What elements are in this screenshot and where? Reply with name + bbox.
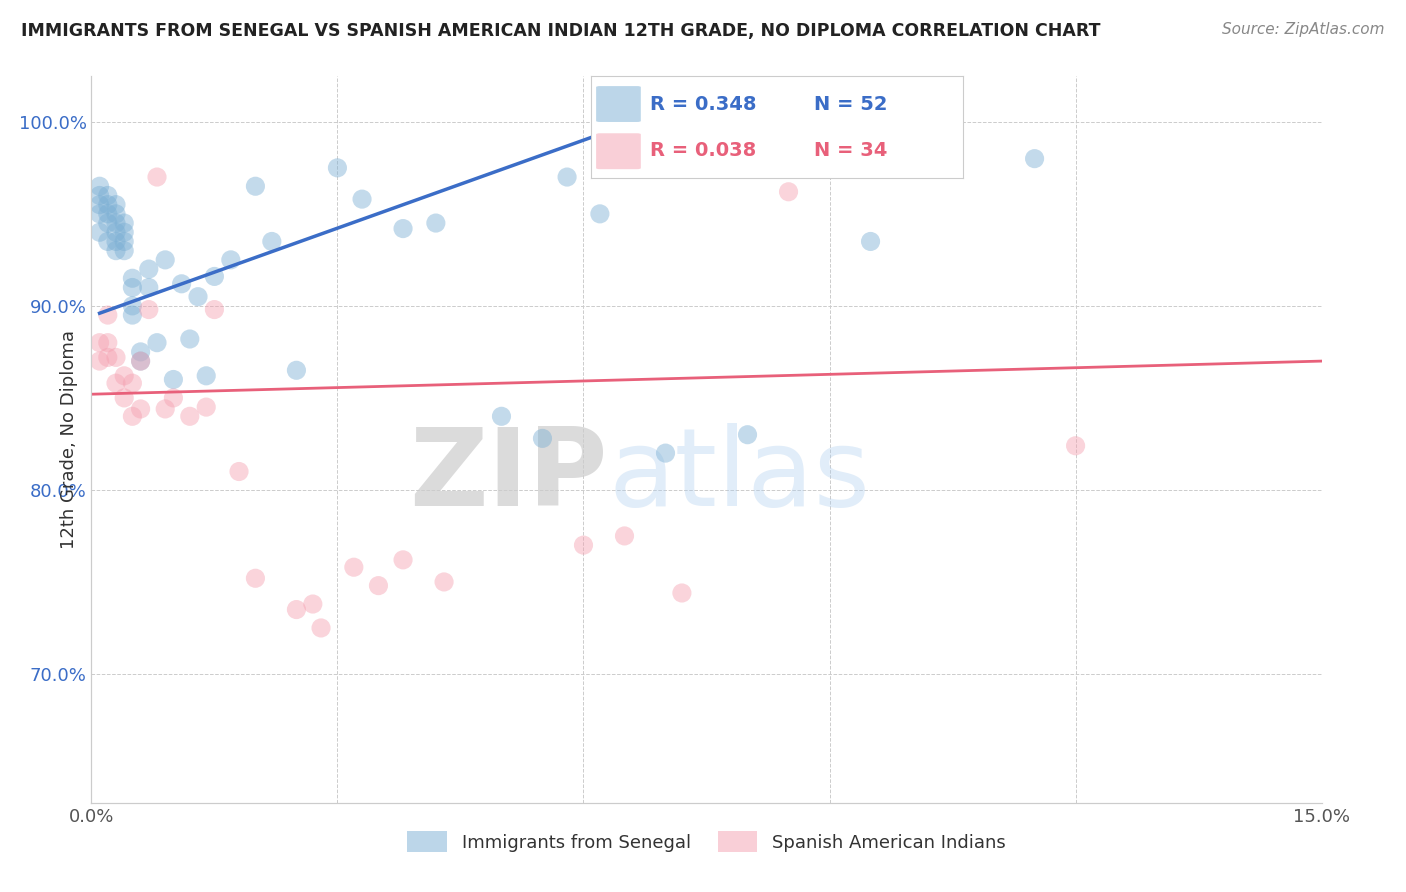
Point [285,602,308,616]
Point [195,400,218,414]
Point [97,235,120,249]
Point [97,216,120,230]
Point [129,401,152,416]
Point [153,401,177,416]
Point [392,553,415,567]
Point [97,335,120,350]
Text: Source: ZipAtlas.com: Source: ZipAtlas.com [1222,22,1385,37]
Point [105,197,127,211]
Point [555,169,578,184]
Point [671,586,693,600]
Point [129,354,152,368]
Point [97,197,120,211]
Point [112,391,135,405]
Point [89,354,111,368]
Text: IMMIGRANTS FROM SENEGAL VS SPANISH AMERICAN INDIAN 12TH GRADE, NO DIPLOMA CORREL: IMMIGRANTS FROM SENEGAL VS SPANISH AMERI… [21,22,1101,40]
Y-axis label: 12th Grade, No Diploma: 12th Grade, No Diploma [59,330,77,549]
Point [105,244,127,258]
Point [105,216,127,230]
Point [112,225,135,239]
Point [138,302,160,317]
Text: N = 34: N = 34 [814,141,887,160]
Point [105,235,127,249]
Point [179,409,201,424]
Point [179,332,201,346]
Point [146,169,169,184]
Point [260,235,283,249]
Point [531,431,554,445]
Point [97,207,120,221]
Point [228,465,250,479]
Point [343,560,366,574]
Text: N = 52: N = 52 [814,95,887,113]
FancyBboxPatch shape [596,87,641,122]
Point [121,376,143,391]
Point [89,335,111,350]
Point [352,192,374,206]
Point [112,368,135,383]
Point [97,308,120,322]
Point [285,363,308,377]
Point [112,235,135,249]
Point [105,207,127,221]
Point [146,335,169,350]
Point [112,216,135,230]
Point [195,368,218,383]
Point [309,621,332,635]
Point [97,351,120,365]
Point [105,376,127,391]
Point [89,179,111,194]
Point [219,252,242,267]
Legend: Immigrants from Senegal, Spanish American Indians: Immigrants from Senegal, Spanish America… [401,824,1012,859]
Point [589,207,612,221]
Point [737,427,759,442]
Point [326,161,349,175]
Text: atlas: atlas [607,423,870,529]
Point [433,574,456,589]
Point [187,290,209,304]
Point [170,277,193,291]
FancyBboxPatch shape [596,133,641,169]
Point [491,409,513,424]
Point [129,344,152,359]
Point [97,188,120,202]
Point [89,197,111,211]
Point [202,302,225,317]
Point [162,372,184,386]
Point [572,538,595,552]
Point [121,299,143,313]
Point [105,225,127,239]
Text: ZIP: ZIP [409,423,607,529]
Point [153,252,177,267]
Point [162,391,184,405]
Point [1024,152,1046,166]
Point [121,280,143,294]
Point [138,280,160,294]
Text: R = 0.348: R = 0.348 [650,95,756,113]
Point [392,221,415,235]
Point [112,244,135,258]
Point [129,354,152,368]
Point [202,269,225,284]
Point [105,351,127,365]
Point [859,235,882,249]
Point [301,597,323,611]
Point [778,185,800,199]
Point [89,188,111,202]
Point [121,308,143,322]
Point [121,409,143,424]
Point [425,216,447,230]
Point [1064,439,1087,453]
Point [89,225,111,239]
Point [367,579,389,593]
Point [138,262,160,277]
Point [245,571,267,585]
Point [245,179,267,194]
Point [613,529,636,543]
Point [121,271,143,285]
Point [654,446,676,460]
Point [89,207,111,221]
Text: R = 0.038: R = 0.038 [650,141,756,160]
